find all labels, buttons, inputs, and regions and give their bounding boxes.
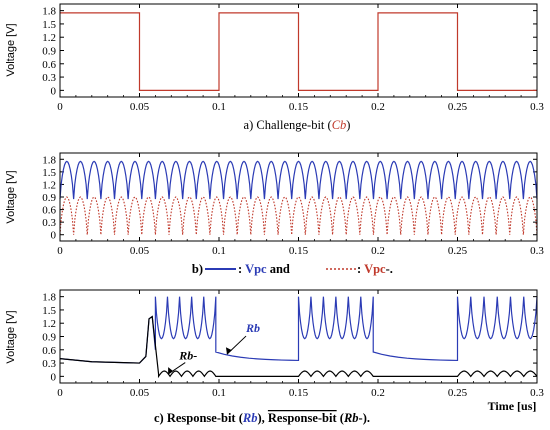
- ytick-label: 1.5: [42, 19, 56, 31]
- ytick-label: 0.3: [42, 72, 56, 84]
- xtick-label: 0.1: [212, 101, 226, 113]
- xtick-label: 0: [57, 101, 63, 113]
- ytick-label: 0.3: [42, 217, 56, 229]
- xtick-label: 0.2: [371, 245, 385, 257]
- annotation-label: Rb: [245, 321, 260, 335]
- xtick-label: 0.25: [448, 245, 468, 257]
- ytick-label: 1.2: [42, 318, 56, 330]
- panel-a-series: [60, 12, 537, 91]
- panel-a-challenge-bit: Voltage [V] 00.30.60.91.21.51.8 0 0.05 0.1…: [5, 3, 544, 132]
- xtick-label: 0.05: [130, 101, 150, 113]
- ytick-label: 0.9: [42, 332, 56, 344]
- panel-c-response-bit: Voltage [V] 00.30.60.91.21.51.8 0 0.05 0.1…: [5, 289, 544, 425]
- ytick-label: 0: [51, 371, 57, 383]
- xtick-label: 0.15: [289, 245, 309, 257]
- xtick-label: 0.15: [289, 101, 309, 113]
- xtick-label: 0.25: [448, 387, 468, 399]
- annotation-label: Rb-: [178, 349, 197, 363]
- panel-c-annotations: Rb Rb-: [167, 321, 260, 375]
- ytick-label: 1.2: [42, 32, 56, 44]
- xtick-label: 0.1: [212, 387, 226, 399]
- panel-b-vpc: Voltage [V] 00.30.60.91.21.51.8 0 0.05 0.1…: [5, 152, 544, 276]
- panel-b-series: [59, 160, 538, 235]
- panel-a-frame: [59, 3, 538, 98]
- panel-b-caption-main: : Vpc and: [238, 262, 290, 276]
- panel-c-series: [59, 296, 538, 379]
- panel-c-frame: [59, 289, 538, 384]
- ytick-label: 1.8: [42, 292, 56, 304]
- panel-b-caption: b) : Vpc and : Vpc-.: [192, 262, 393, 276]
- xtick-label: 0.2: [371, 101, 385, 113]
- panel-b-yticks: 00.30.60.91.21.51.8: [42, 154, 537, 242]
- ytick-label: 0.6: [42, 345, 56, 357]
- panel-a-caption: a) Challenge-bit (Cb): [244, 118, 351, 132]
- ytick-label: 0.6: [42, 59, 56, 71]
- ytick-label: 0.9: [42, 192, 56, 204]
- panel-c-yticks: 00.30.60.9 1.21.51.8: [42, 292, 537, 383]
- panel-c-ylabel: Voltage [V]: [5, 310, 17, 363]
- panel-b-caption-second: : Vpc-.: [357, 262, 393, 276]
- xtick-label: 0.1: [212, 245, 226, 257]
- xtick-label: 0.3: [530, 101, 544, 113]
- panel-b-ylabel: Voltage [V]: [5, 170, 17, 223]
- ytick-label: 0.6: [42, 205, 56, 217]
- ytick-label: 0: [51, 85, 57, 97]
- panel-a-ylabel: Voltage [V]: [5, 23, 17, 76]
- panel-c-xlabel: Time [us]: [488, 399, 537, 413]
- series-line: [59, 160, 538, 200]
- ytick-label: 1.2: [42, 179, 56, 191]
- series-line: [59, 315, 538, 379]
- ytick-label: 1.5: [42, 305, 56, 317]
- annotation-arrowhead: [168, 367, 174, 375]
- ytick-label: 0.3: [42, 358, 56, 370]
- annotation-arrowhead: [225, 347, 232, 355]
- ytick-label: 1.8: [42, 154, 56, 166]
- xtick-label: 0.15: [289, 387, 309, 399]
- ytick-label: 1.8: [42, 6, 56, 18]
- xtick-label: 0.25: [448, 101, 468, 113]
- series-line: [59, 296, 538, 364]
- xtick-label: 0.3: [530, 387, 544, 399]
- xtick-label: 0.3: [530, 245, 544, 257]
- series-line: [59, 196, 538, 235]
- panel-b-caption-prefix: b): [192, 262, 203, 276]
- xtick-label: 0: [57, 245, 63, 257]
- ytick-label: 1.5: [42, 167, 56, 179]
- xtick-label: 0: [57, 387, 63, 399]
- xtick-label: 0.05: [130, 387, 150, 399]
- panel-a-yticks: 00.30.60.9 1.21.51.8: [42, 6, 537, 97]
- panel-b-frame: [59, 152, 538, 242]
- panel-c-caption: c) Response-bit (Rb), Response-bit (Rb-)…: [154, 411, 370, 425]
- ytick-label: 0: [51, 230, 57, 242]
- xtick-label: 0.05: [130, 245, 150, 257]
- series-line: [60, 12, 537, 91]
- xtick-label: 0.2: [371, 387, 385, 399]
- ytick-label: 0.9: [42, 46, 56, 58]
